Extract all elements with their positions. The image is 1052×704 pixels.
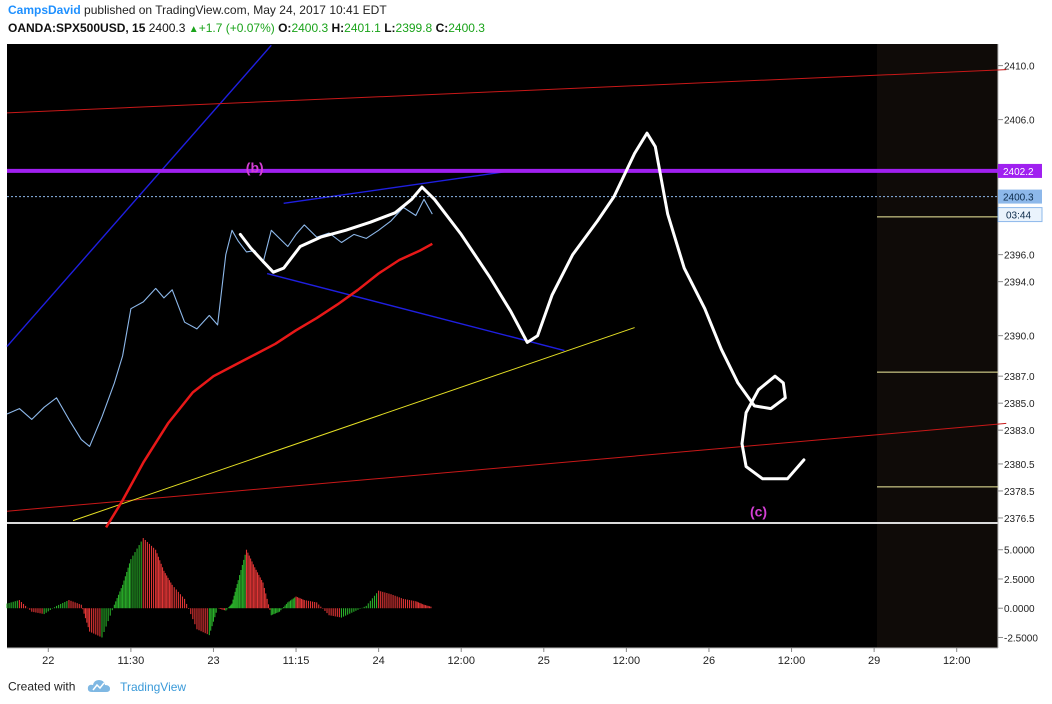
price-tick-label: 2383.0 (1004, 426, 1035, 437)
cloud-icon (87, 679, 111, 696)
time-axis: 22 11:30 23 11:15 24 12:00 25 12:00 26 12:00 29 12:… (42, 648, 970, 667)
price-tick-label: 2378.5 (1004, 487, 1035, 498)
countdown-label: 03:44 (1006, 211, 1031, 222)
tradingview-link[interactable]: TradingView (120, 679, 187, 694)
close-value: 2400.3 (448, 21, 485, 35)
time-tick-label: 24 (373, 655, 385, 667)
time-tick-label: 11:30 (118, 655, 145, 667)
time-tick-label: 12:00 (447, 655, 475, 667)
time-tick-label: 12:00 (943, 655, 971, 667)
upper-red-trendline (6, 69, 1007, 114)
future-zone-shade-osc (877, 524, 998, 648)
price-tick-label: 2396.0 (1004, 251, 1035, 262)
price-change: +1.7 (+0.07%) (198, 21, 275, 35)
price-tick-label: 2387.0 (1004, 372, 1035, 383)
osc-tick-label: 0.0000 (1004, 604, 1035, 615)
time-tick-label: 29 (868, 655, 880, 667)
low-label: L:2399.8 (384, 21, 433, 35)
fib-levels (877, 216, 998, 488)
moving-average (105, 242, 433, 529)
time-tick-label: 26 (703, 655, 715, 667)
osc-tick-label: -2.5000 (1004, 633, 1038, 644)
price-tick-label: 2410.0 (1004, 62, 1035, 73)
upper-wedge-line (283, 170, 511, 205)
time-tick-label: 12:00 (778, 655, 806, 667)
created-with-text: Created with (8, 679, 76, 694)
countdown-box (997, 207, 1043, 223)
price-line (6, 198, 433, 447)
oscillator-histogram (6, 538, 432, 638)
author-link[interactable]: CampsDavid (8, 3, 81, 17)
low-value: 2399.8 (395, 21, 433, 35)
open-value: 2400.3 (291, 21, 329, 35)
footer: Created with TradingView (8, 679, 186, 696)
trendlines (6, 44, 1007, 522)
time-tick-label: 22 (42, 655, 54, 667)
price-tick-label: 2380.5 (1004, 460, 1035, 471)
projection-line (238, 131, 806, 481)
oscillator-axis: 5.0000 2.5000 0.0000 -2.5000 (998, 546, 1038, 644)
time-tick-label: 12:00 (613, 655, 641, 667)
price-axis: 2410.0 2406.0 2396.0 2394.0 2390.0 2387.0 2385… (998, 62, 1035, 525)
price-tick-label: 2406.0 (1004, 116, 1035, 127)
lower-red-trendline (6, 422, 1007, 512)
wave-label: (b) (246, 159, 264, 175)
time-tick-label: 25 (538, 655, 550, 667)
price-marker-label: 2400.3 (1003, 193, 1034, 204)
wave-label: (c) (750, 504, 767, 520)
high-label: H:2401.1 (331, 21, 381, 35)
price-tick-label: 2385.0 (1004, 399, 1035, 410)
time-tick-label: 11:15 (283, 655, 310, 667)
publish-line: CampsDavid published on TradingView.com,… (8, 3, 387, 17)
price-pane-background (7, 44, 998, 522)
symbol-info-line: OANDA:SPX500USD, 15 2400.3 ▲+1.7 (+0.07%… (8, 21, 485, 35)
lower-wedge-line (266, 272, 565, 352)
moving-average-line (105, 242, 433, 529)
close-label: C:2400.3 (435, 21, 485, 35)
price-marker-box (998, 163, 1042, 178)
price-tick-label: 2376.5 (1004, 514, 1035, 525)
up-arrow-icon: ▲ (188, 24, 199, 35)
price-tick-label: 2394.0 (1004, 278, 1035, 289)
price-markers: 2402.2 2400.3 03:44 (997, 163, 1043, 223)
wave-annotations: (b) (c) (246, 159, 767, 519)
upper-channel-line (6, 44, 272, 347)
projection-path (238, 131, 806, 481)
yellow-trendline (72, 327, 635, 522)
last-price: 2400.3 (148, 21, 186, 35)
symbol-name[interactable]: OANDA:SPX500USD, 15 (8, 21, 146, 35)
future-zone-shade (877, 44, 998, 522)
price-series (6, 198, 433, 447)
price-marker-box (998, 189, 1042, 204)
published-text: published on TradingView.com, May 24, 20… (84, 3, 387, 17)
high-value: 2401.1 (344, 21, 381, 35)
osc-tick-label: 5.0000 (1004, 546, 1035, 557)
price-tick-label: 2390.0 (1004, 332, 1035, 343)
osc-tick-label: 2.5000 (1004, 575, 1035, 586)
price-marker-label: 2402.2 (1003, 167, 1034, 178)
open-label: O:2400.3 (278, 21, 329, 35)
time-tick-label: 23 (207, 655, 219, 667)
